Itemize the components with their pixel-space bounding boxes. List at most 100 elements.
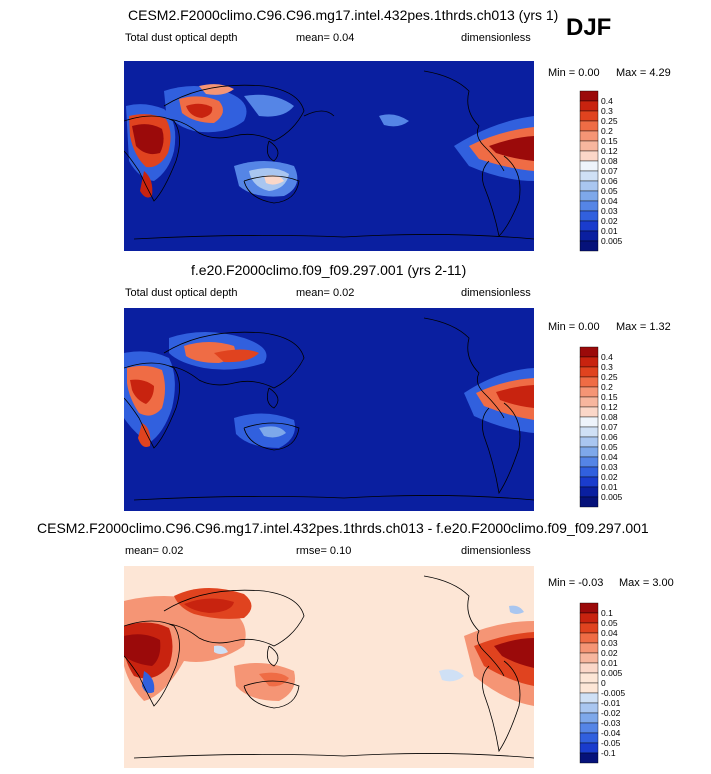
colorbar-tick-label: 0.04 bbox=[601, 196, 618, 206]
colorbar-tick-label: 0.005 bbox=[601, 492, 623, 502]
panel1-colorbar: 0.40.30.250.20.150.120.080.070.060.050.0… bbox=[579, 90, 623, 252]
panel3-max-label: Max = 3.00 bbox=[619, 577, 674, 589]
colorbar-swatch bbox=[579, 386, 599, 398]
panel2-colorbar: 0.40.30.250.20.150.120.080.070.060.050.0… bbox=[579, 346, 623, 508]
colorbar-tick-label: 0.2 bbox=[601, 126, 613, 136]
colorbar-tick-label: 0.005 bbox=[601, 668, 623, 678]
colorbar-swatch bbox=[579, 200, 599, 212]
colorbar-tick-label: -0.02 bbox=[601, 708, 621, 718]
colorbar-tick-label: -0.1 bbox=[601, 748, 616, 758]
colorbar-tick-label: 0 bbox=[601, 678, 606, 688]
colorbar-tick-label: 0.03 bbox=[601, 462, 618, 472]
colorbar-swatch bbox=[579, 90, 599, 102]
colorbar-tick-label: 0.01 bbox=[601, 658, 618, 668]
colorbar-swatch bbox=[579, 120, 599, 132]
colorbar-tick-label: 0.03 bbox=[601, 206, 618, 216]
colorbar-tick-label: 0.01 bbox=[601, 226, 618, 236]
panel1-max-label: Max = 4.29 bbox=[616, 67, 671, 79]
colorbar-swatch bbox=[579, 346, 599, 358]
colorbar-tick-label: 0.12 bbox=[601, 146, 618, 156]
colorbar-swatch bbox=[579, 752, 599, 764]
panel2-min-label: Min = 0.00 bbox=[548, 321, 600, 333]
panel3-units-label: dimensionless bbox=[461, 545, 531, 557]
colorbar-swatch bbox=[579, 612, 599, 624]
colorbar-tick-label: 0.03 bbox=[601, 638, 618, 648]
panel2-map bbox=[124, 308, 534, 511]
colorbar-tick-label: 0.08 bbox=[601, 156, 618, 166]
colorbar-swatch bbox=[579, 396, 599, 408]
panel2-variable-label: Total dust optical depth bbox=[125, 287, 238, 299]
colorbar-tick-label: 0.06 bbox=[601, 432, 618, 442]
colorbar-swatch bbox=[579, 230, 599, 242]
panel3-colorbar: 0.10.050.040.030.020.010.0050-0.005-0.01… bbox=[579, 602, 625, 764]
colorbar-swatch bbox=[579, 742, 599, 754]
colorbar-swatch bbox=[579, 356, 599, 368]
colorbar-swatch bbox=[579, 642, 599, 654]
panel3-title: CESM2.F2000climo.C96.C96.mg17.intel.432p… bbox=[37, 520, 649, 536]
colorbar-swatch bbox=[579, 456, 599, 468]
panel3-coastlines bbox=[124, 575, 534, 759]
colorbar-tick-label: 0.05 bbox=[601, 442, 618, 452]
colorbar-swatch bbox=[579, 446, 599, 458]
panel3-rmse-label: rmse= 0.10 bbox=[296, 545, 352, 557]
panel2-max-label: Max = 1.32 bbox=[616, 321, 671, 333]
panel1-dust-field bbox=[126, 84, 534, 198]
colorbar-tick-label: -0.03 bbox=[601, 718, 621, 728]
colorbar-tick-label: 0.05 bbox=[601, 618, 618, 628]
colorbar-swatch bbox=[579, 622, 599, 634]
colorbar-swatch bbox=[579, 632, 599, 644]
colorbar-swatch bbox=[579, 376, 599, 388]
colorbar-tick-label: 0.2 bbox=[601, 382, 613, 392]
colorbar-swatch bbox=[579, 150, 599, 162]
colorbar-tick-label: 0.12 bbox=[601, 402, 618, 412]
colorbar-tick-label: 0.04 bbox=[601, 628, 618, 638]
colorbar-swatch bbox=[579, 160, 599, 172]
panel1-title: CESM2.F2000climo.C96.C96.mg17.intel.432p… bbox=[128, 7, 559, 23]
colorbar-tick-label: 0.07 bbox=[601, 166, 618, 176]
panel1-coastlines bbox=[124, 70, 534, 240]
colorbar-tick-label: 0.02 bbox=[601, 648, 618, 658]
colorbar-swatch bbox=[579, 702, 599, 714]
season-label: DJF bbox=[566, 14, 612, 41]
colorbar-swatch bbox=[579, 466, 599, 478]
panel3-min-label: Min = -0.03 bbox=[548, 577, 604, 589]
colorbar-swatch bbox=[579, 652, 599, 664]
colorbar-swatch bbox=[579, 190, 599, 202]
panel1-min-label: Min = 0.00 bbox=[548, 67, 600, 79]
colorbar-tick-label: 0.15 bbox=[601, 136, 618, 146]
colorbar-tick-label: -0.04 bbox=[601, 728, 621, 738]
colorbar-swatch bbox=[579, 712, 599, 724]
colorbar-tick-label: 0.4 bbox=[601, 352, 613, 362]
colorbar-tick-label: 0.01 bbox=[601, 482, 618, 492]
colorbar-swatch bbox=[579, 130, 599, 142]
colorbar-tick-label: 0.04 bbox=[601, 452, 618, 462]
panel1-units-label: dimensionless bbox=[461, 32, 531, 44]
colorbar-swatch bbox=[579, 366, 599, 378]
panel2-mean-label: mean= 0.02 bbox=[296, 287, 355, 299]
colorbar-swatch bbox=[579, 406, 599, 418]
colorbar-tick-label: 0.4 bbox=[601, 96, 613, 106]
panel2-coastlines bbox=[124, 317, 534, 501]
colorbar-swatch bbox=[579, 602, 599, 614]
colorbar-tick-label: 0.005 bbox=[601, 236, 623, 246]
colorbar-swatch bbox=[579, 496, 599, 508]
colorbar-swatch bbox=[579, 100, 599, 112]
colorbar-swatch bbox=[579, 170, 599, 182]
colorbar-swatch bbox=[579, 476, 599, 488]
colorbar-tick-label: 0.1 bbox=[601, 608, 613, 618]
colorbar-swatch bbox=[579, 486, 599, 498]
colorbar-swatch bbox=[579, 692, 599, 704]
colorbar-swatch bbox=[579, 426, 599, 438]
colorbar-tick-label: -0.05 bbox=[601, 738, 621, 748]
colorbar-swatch bbox=[579, 682, 599, 694]
panel3-map bbox=[124, 566, 534, 768]
colorbar-tick-label: 0.07 bbox=[601, 422, 618, 432]
colorbar-tick-label: 0.3 bbox=[601, 106, 613, 116]
colorbar-swatch bbox=[579, 416, 599, 428]
colorbar-swatch bbox=[579, 220, 599, 232]
colorbar-tick-label: 0.25 bbox=[601, 116, 618, 126]
colorbar-tick-label: 0.08 bbox=[601, 412, 618, 422]
colorbar-swatch bbox=[579, 722, 599, 734]
colorbar-tick-label: 0.25 bbox=[601, 372, 618, 382]
colorbar-tick-label: 0.15 bbox=[601, 392, 618, 402]
